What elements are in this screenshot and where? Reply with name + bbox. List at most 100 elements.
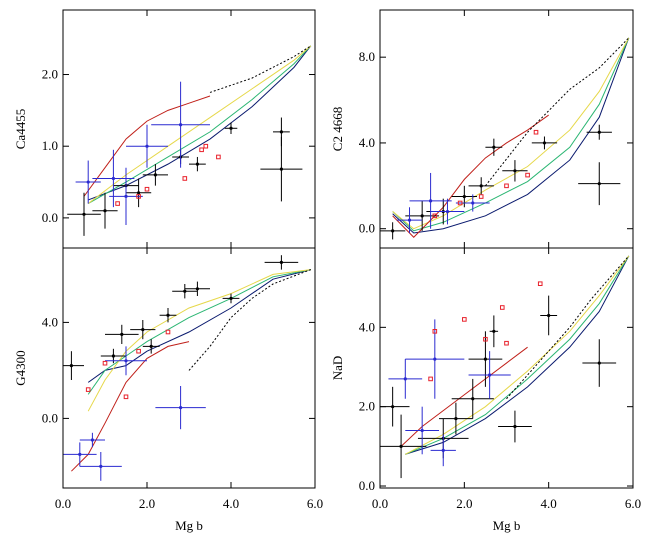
marker-dot — [69, 364, 73, 368]
y-axis-label: Ca4455 — [13, 109, 28, 149]
marker-dot — [407, 218, 412, 222]
marker-square — [136, 194, 141, 199]
x-tick-label: 4.0 — [223, 496, 239, 511]
marker-square — [102, 360, 108, 366]
marker-dot — [179, 123, 183, 127]
marker-dot — [166, 313, 170, 317]
marker-dot — [111, 354, 115, 358]
model-line — [392, 37, 630, 230]
plot-area — [380, 255, 630, 479]
x-tick-label: 2.0 — [456, 496, 472, 511]
marker-square — [432, 329, 438, 334]
marker-dot — [492, 329, 496, 333]
marker-dot — [141, 328, 145, 332]
frame — [379, 247, 634, 489]
y-tick-label: 0.0 — [359, 221, 375, 236]
marker-dot — [483, 357, 488, 361]
y-tick-label: 0.0 — [359, 478, 375, 493]
marker-dot — [179, 406, 183, 410]
marker-dot — [429, 199, 433, 203]
model-line — [392, 114, 549, 238]
marker-square — [123, 394, 129, 400]
marker-dot — [124, 194, 128, 198]
model-line — [392, 37, 630, 234]
marker-dot — [86, 180, 90, 184]
y-tick-label: 4.0 — [359, 135, 375, 150]
marker-square — [504, 340, 509, 346]
x-tick-label: 6.0 — [625, 496, 641, 511]
y-tick-label: 8.0 — [359, 49, 375, 64]
marker-dot — [90, 438, 94, 442]
marker-dot — [471, 397, 475, 401]
marker-dot — [471, 201, 475, 205]
x-axis-label: Mg b — [493, 518, 521, 533]
marker-square — [525, 172, 530, 178]
marker-dot — [149, 344, 153, 348]
x-tick-label: 2.0 — [139, 496, 155, 511]
marker-dot — [137, 191, 141, 195]
model-line — [400, 346, 528, 447]
marker-dot — [195, 162, 199, 166]
marker-dot — [479, 184, 483, 188]
marker-square — [432, 213, 438, 219]
marker-dot — [279, 260, 283, 264]
marker-dot — [399, 444, 403, 448]
model-line — [506, 255, 630, 400]
marker-dot — [99, 464, 103, 468]
marker-dot — [78, 452, 82, 456]
x-tick-label: 6.0 — [307, 496, 323, 511]
marker-square — [165, 329, 171, 335]
marker-square — [462, 317, 467, 322]
model-line — [87, 269, 311, 395]
marker-dot — [445, 209, 450, 214]
frame — [62, 247, 316, 489]
marker-dot — [103, 209, 107, 213]
plot-area — [63, 255, 311, 481]
x-tick-label: 4.0 — [541, 496, 557, 511]
marker-dot — [420, 428, 424, 433]
y-axis-label: G4300 — [13, 350, 28, 385]
marker-dot — [279, 167, 283, 171]
y-tick-label: 4.0 — [42, 314, 58, 329]
marker-square — [483, 336, 488, 342]
y-tick-label: 2.0 — [359, 399, 375, 414]
marker-dot — [391, 229, 395, 233]
marker-dot — [597, 361, 601, 365]
y-tick-label: 0.0 — [42, 410, 58, 425]
marker-square — [216, 154, 221, 160]
y-axis-label: NaD — [330, 356, 345, 381]
marker-dot — [462, 194, 466, 199]
y-tick-label: 4.0 — [359, 319, 375, 334]
marker-dot — [597, 130, 601, 134]
plot-area — [380, 37, 630, 240]
marker-dot — [120, 332, 124, 336]
y-tick-label: 2.0 — [42, 67, 58, 82]
marker-dot — [391, 405, 395, 409]
marker-square — [115, 201, 120, 206]
marker-square — [499, 305, 505, 310]
marker-square — [428, 376, 433, 382]
marker-dot — [145, 144, 149, 148]
marker-square — [533, 129, 539, 135]
marker-square — [537, 281, 543, 287]
marker-dot — [488, 373, 492, 377]
marker-dot — [542, 141, 547, 145]
frame — [379, 9, 634, 249]
marker-square — [478, 194, 484, 199]
model-line — [209, 45, 312, 93]
model-line — [87, 269, 311, 383]
marker-dot — [597, 182, 601, 186]
marker-dot — [454, 416, 458, 421]
marker-square — [136, 348, 141, 354]
model-line — [392, 37, 630, 232]
marker-dot — [403, 377, 407, 381]
model-line — [188, 269, 311, 371]
y-tick-label: 0.0 — [42, 210, 58, 225]
marker-dot — [420, 214, 424, 218]
marker-dot — [513, 424, 517, 429]
y-axis-label: C2 4668 — [330, 107, 345, 151]
marker-dot — [513, 169, 517, 173]
marker-square — [457, 200, 463, 206]
marker-square — [504, 183, 509, 189]
